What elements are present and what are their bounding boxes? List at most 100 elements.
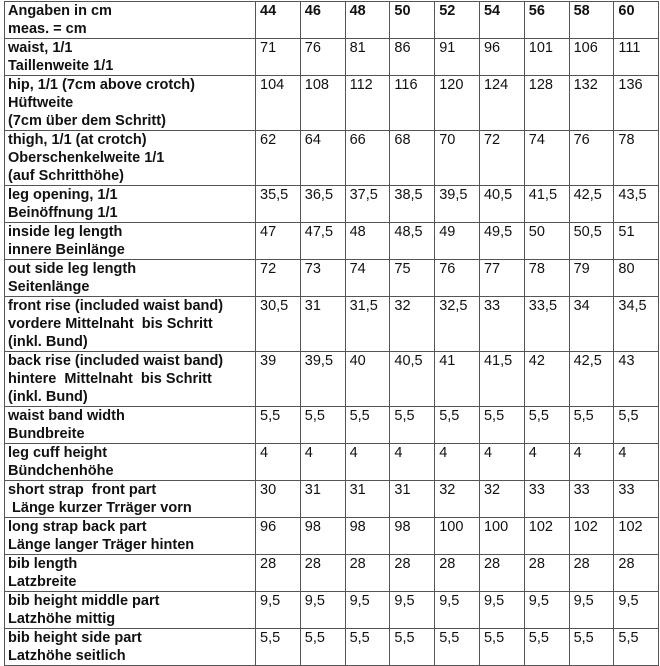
value-cell: 32 xyxy=(434,480,480,518)
value-cell: 40 xyxy=(344,351,391,407)
value-cell: 5,5 xyxy=(434,628,480,666)
value-cell: 34 xyxy=(568,296,615,352)
value-cell: 108 xyxy=(299,75,346,131)
value-cell: 78 xyxy=(523,259,570,297)
measurement-label-line: hintere Mittelnaht bis Schritt xyxy=(8,371,212,387)
measurement-label: waist, 1/1 Taillenweite 1/1 xyxy=(4,38,256,76)
measurement-label-line: front rise (included waist band) xyxy=(8,298,224,314)
measurement-label-line: inside leg length xyxy=(8,224,123,240)
value-cell: 28 xyxy=(389,554,436,592)
value-cell: 9,5 xyxy=(344,591,391,629)
value-cell: 49,5 xyxy=(478,222,525,260)
value-cell: 5,5 xyxy=(523,628,570,666)
value-cell: 5,5 xyxy=(389,628,436,666)
header-label-line: Angaben in cm xyxy=(8,3,112,19)
measurement-label-line: back rise (included waist band) xyxy=(8,353,224,369)
value-cell: 100 xyxy=(478,517,525,555)
size-header-50: 50 xyxy=(389,1,436,39)
table-row: waist band width Bundbreite 5,5 5,5 5,5 5,5 5,… xyxy=(4,406,660,444)
value-cell: 42,5 xyxy=(568,351,615,407)
value-cell: 28 xyxy=(568,554,615,592)
value-cell: 41 xyxy=(434,351,480,407)
value-cell: 40,5 xyxy=(478,185,525,223)
value-cell: 4 xyxy=(255,443,301,481)
value-cell: 5,5 xyxy=(434,406,480,444)
value-cell: 120 xyxy=(434,75,480,131)
measurement-label-line: Oberschenkelweite 1/1 xyxy=(8,150,165,166)
value-cell: 36,5 xyxy=(299,185,346,223)
value-cell: 73 xyxy=(299,259,346,297)
value-cell: 9,5 xyxy=(434,591,480,629)
value-cell: 43 xyxy=(613,351,660,407)
header-row: Angaben in cm meas. = cm 44 46 48 50 52 54 56 5… xyxy=(4,1,660,39)
value-cell: 104 xyxy=(255,75,301,131)
measurement-label-line: Länge langer Träger hinten xyxy=(8,537,195,553)
measurement-label-line: bib height side part xyxy=(8,630,142,646)
value-cell: 111 xyxy=(613,38,660,76)
value-cell: 32 xyxy=(389,296,436,352)
value-cell: 74 xyxy=(523,130,570,186)
size-header-44: 44 xyxy=(255,1,301,39)
value-cell: 28 xyxy=(299,554,346,592)
table-row: waist, 1/1 Taillenweite 1/1 71 76 81 86 91 96 10… xyxy=(4,38,660,76)
value-cell: 5,5 xyxy=(389,406,436,444)
value-cell: 102 xyxy=(523,517,570,555)
measurement-label-line: (auf Schritthöhe) xyxy=(8,168,124,184)
value-cell: 48 xyxy=(344,222,391,260)
value-cell: 33 xyxy=(613,480,660,518)
value-cell: 28 xyxy=(523,554,570,592)
value-cell: 102 xyxy=(568,517,615,555)
value-cell: 42,5 xyxy=(568,185,615,223)
value-cell: 91 xyxy=(434,38,480,76)
value-cell: 38,5 xyxy=(389,185,436,223)
value-cell: 43,5 xyxy=(613,185,660,223)
value-cell: 9,5 xyxy=(613,591,660,629)
value-cell: 28 xyxy=(434,554,480,592)
value-cell: 5,5 xyxy=(299,628,346,666)
measurement-label-line: Hüftweite xyxy=(8,95,74,111)
value-cell: 116 xyxy=(389,75,436,131)
value-cell: 98 xyxy=(299,517,346,555)
value-cell: 9,5 xyxy=(389,591,436,629)
table-row: long strap back part Länge langer Träger … xyxy=(4,517,660,555)
measurement-label-line: Seitenlänge xyxy=(8,279,90,295)
value-cell: 5,5 xyxy=(344,406,391,444)
value-cell: 98 xyxy=(389,517,436,555)
measurement-label-line: waist, 1/1 xyxy=(8,40,73,56)
size-chart-table: Angaben in cm meas. = cm 44 46 48 50 52 54 56 5… xyxy=(4,1,660,666)
value-cell: 5,5 xyxy=(568,406,615,444)
measurement-label-line: Bündchenhöhe xyxy=(8,463,114,479)
value-cell: 102 xyxy=(613,517,660,555)
value-cell: 74 xyxy=(344,259,391,297)
value-cell: 30,5 xyxy=(255,296,301,352)
value-cell: 9,5 xyxy=(478,591,525,629)
value-cell: 48,5 xyxy=(389,222,436,260)
measurement-label: waist band width Bundbreite xyxy=(4,406,256,444)
measurement-label-line: Latzhöhe seitlich xyxy=(8,648,126,664)
measurement-label-line: (inkl. Bund) xyxy=(8,389,88,405)
value-cell: 80 xyxy=(613,259,660,297)
size-header-56: 56 xyxy=(523,1,570,39)
value-cell: 76 xyxy=(434,259,480,297)
value-cell: 78 xyxy=(613,130,660,186)
measurement-label-line: bib height middle part xyxy=(8,593,160,609)
value-cell: 28 xyxy=(613,554,660,592)
table-row: inside leg length innere Beinlänge 47 47,5 4… xyxy=(4,222,660,260)
measurement-label: bib length Latzbreite xyxy=(4,554,256,592)
value-cell: 101 xyxy=(523,38,570,76)
measurement-label-line: (inkl. Bund) xyxy=(8,334,88,350)
measurement-label-line: vordere Mittelnaht bis Schritt xyxy=(8,316,213,332)
value-cell: 106 xyxy=(568,38,615,76)
value-cell: 79 xyxy=(568,259,615,297)
value-cell: 9,5 xyxy=(255,591,301,629)
value-cell: 47 xyxy=(255,222,301,260)
value-cell: 50,5 xyxy=(568,222,615,260)
measurement-label: short strap front part Länge kurzer Trrä… xyxy=(4,480,256,518)
measurement-label-line: Latzbreite xyxy=(8,574,77,590)
measurement-label-line: leg cuff height xyxy=(8,445,108,461)
measurement-label-line: innere Beinlänge xyxy=(8,242,125,258)
value-cell: 100 xyxy=(434,517,480,555)
value-cell: 62 xyxy=(255,130,301,186)
table-row: bib length Latzbreite 28 28 28 28 28 28 28 28 28 xyxy=(4,554,660,592)
measurement-label: back rise (included waist band) hintere M… xyxy=(4,351,256,407)
